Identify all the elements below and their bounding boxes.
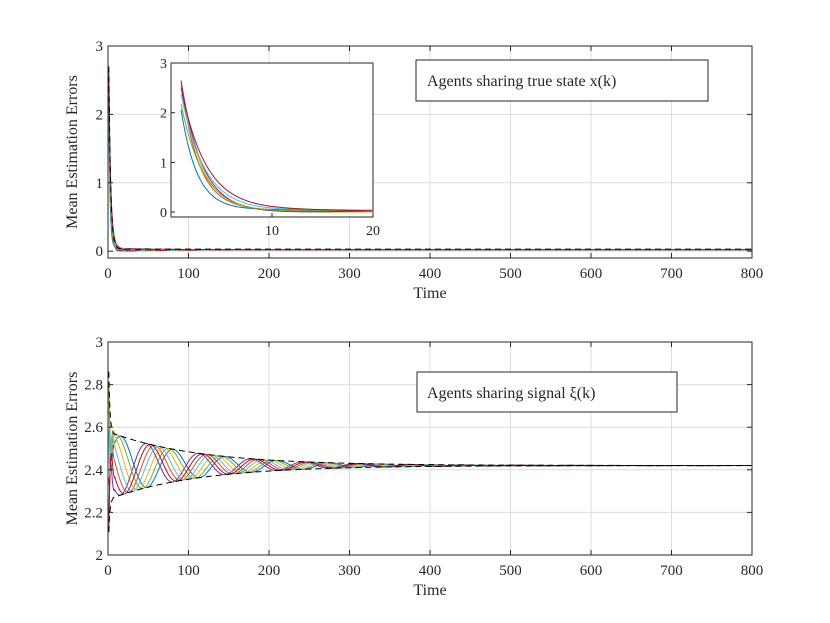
bottom-legend: Agents sharing signal ξ(k) (416, 371, 678, 413)
top-y-axis-label: Mean Estimation Errors (64, 75, 81, 229)
inset-y-tick-label: 2 (160, 107, 167, 122)
top-envelope-line (108, 66, 752, 250)
x-tick-label: 300 (338, 563, 361, 579)
y-tick-label: 3 (96, 335, 104, 351)
bottom-plot: 0 100 200 300 400 500 600 700 800 2 2.2 2.4 2.6 2.8 3… (64, 335, 763, 599)
y-tick-label: 2.2 (84, 505, 103, 521)
x-tick-label: 500 (499, 563, 522, 579)
bottom-legend-box (416, 371, 678, 413)
x-tick-label: 700 (660, 266, 683, 282)
inset-x-tick-label: 20 (366, 224, 380, 239)
top-x-axis-label: Time (413, 285, 446, 302)
inset-frame (170, 62, 374, 218)
x-tick-label: 0 (104, 563, 112, 579)
y-tick-label: 2.6 (84, 420, 103, 436)
x-tick-label: 200 (258, 266, 281, 282)
top-inset-plot: 10 20 0 1 2 3 (160, 57, 380, 239)
x-tick-label: 300 (338, 266, 361, 282)
bottom-x-axis-label: Time (413, 582, 446, 599)
top-legend-box (415, 59, 709, 102)
x-tick-label: 500 (499, 266, 522, 282)
y-tick-label: 0 (96, 244, 104, 260)
bottom-y-ticks: 2 2.2 2.4 2.6 2.8 3 (84, 335, 752, 564)
x-tick-label: 700 (660, 563, 683, 579)
bottom-envelope-lower (108, 465, 752, 533)
inset-series-line (180, 80, 374, 213)
bottom-y-axis-label: Mean Estimation Errors (64, 372, 81, 526)
top-series-line (108, 80, 752, 252)
inset-y-tick-label: 0 (160, 206, 167, 221)
x-tick-label: 200 (258, 563, 281, 579)
bottom-x-ticks: 0 100 200 300 400 500 600 700 800 (104, 342, 763, 579)
bottom-envelope-upper (108, 371, 752, 467)
top-legend-text: Agents sharing true state x(k) (427, 73, 616, 90)
top-y-ticks: 0 1 2 3 (96, 39, 752, 260)
x-tick-label: 600 (580, 563, 603, 579)
y-tick-label: 2 (96, 548, 104, 564)
x-tick-label: 800 (741, 266, 764, 282)
y-tick-label: 2.4 (84, 463, 103, 479)
x-tick-label: 400 (419, 563, 442, 579)
bottom-legend-text: Agents sharing signal ξ(k) (427, 385, 595, 402)
y-tick-label: 1 (96, 176, 104, 192)
x-tick-label: 800 (741, 563, 764, 579)
inset-y-tick-label: 1 (160, 156, 167, 171)
x-tick-label: 400 (419, 266, 442, 282)
x-tick-label: 100 (177, 563, 200, 579)
inset-x-tick-label: 10 (265, 224, 279, 239)
bottom-series-group (108, 371, 752, 533)
inset-y-tick-label: 3 (160, 57, 167, 72)
top-series-group (108, 66, 752, 252)
y-tick-label: 2 (96, 107, 104, 123)
x-tick-label: 0 (104, 266, 112, 282)
inset-series-line (180, 87, 374, 212)
x-tick-label: 600 (580, 266, 603, 282)
y-tick-label: 3 (96, 39, 104, 55)
top-legend: Agents sharing true state x(k) (415, 59, 709, 102)
top-x-ticks: 0 100 200 300 400 500 600 700 800 (104, 46, 763, 282)
y-tick-label: 2.8 (84, 378, 103, 394)
x-tick-label: 100 (177, 266, 200, 282)
